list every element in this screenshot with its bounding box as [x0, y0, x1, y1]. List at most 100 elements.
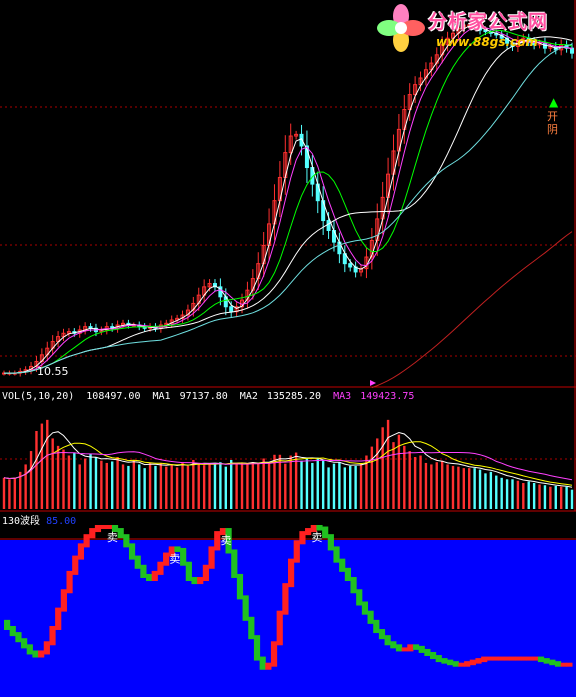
wave-segment-up — [503, 656, 511, 661]
wave-segment-up — [560, 662, 567, 667]
volume-bar — [468, 468, 471, 509]
volume-bar — [29, 451, 33, 509]
volume-bar — [127, 465, 130, 509]
candle-body — [207, 283, 212, 288]
volume-bar — [246, 464, 249, 509]
volume-bar — [392, 442, 395, 509]
ma-line-20 — [4, 36, 573, 374]
wave-segment-down — [441, 658, 448, 664]
wave-segment-down — [123, 534, 130, 548]
volume-value: 108497.00 — [86, 391, 141, 402]
volume-bar — [186, 465, 190, 509]
wave-segment-up — [270, 641, 278, 667]
volume-bar — [511, 479, 514, 509]
volume-bar — [549, 486, 552, 509]
volume-bar — [230, 459, 233, 509]
ma1-value: 97137.80 — [179, 391, 228, 402]
volume-bar — [278, 454, 282, 509]
ma3-value: 149423.75 — [360, 391, 415, 402]
wave-segment-up — [515, 656, 522, 661]
volume-bar — [316, 457, 319, 509]
volume-bar — [495, 475, 498, 509]
wave-segment-up — [407, 644, 414, 652]
candle-body — [121, 322, 126, 326]
volume-bar — [354, 465, 357, 509]
wave-segment-up — [481, 656, 488, 663]
candle-body — [407, 94, 412, 111]
price-panel — [2, 20, 574, 389]
ma-line-10 — [4, 30, 573, 374]
volume-bar — [192, 459, 195, 509]
wave-segment-down — [180, 547, 187, 566]
wave-segment-up — [492, 656, 499, 661]
volume-bar — [397, 434, 401, 509]
wave-segment-down — [435, 655, 442, 663]
ma1-label: MA1 — [152, 391, 171, 402]
volume-bar — [376, 438, 379, 509]
volume-bar — [435, 462, 438, 509]
wave-segment-down — [339, 558, 346, 572]
volume-bar — [51, 438, 54, 509]
wave-segment-up — [520, 656, 528, 661]
volume-bar — [154, 465, 157, 509]
wave-segment-up — [282, 583, 289, 615]
wave-segment-up — [208, 546, 215, 569]
candle-body — [234, 306, 239, 313]
wave-segment-down — [430, 651, 437, 660]
volume-bar — [538, 484, 541, 509]
volume-bar — [440, 460, 444, 509]
volume-bar — [473, 468, 476, 509]
wave-segment-down — [424, 648, 431, 656]
volume-bar — [213, 464, 217, 509]
wave-segment-down — [146, 573, 153, 582]
wave-segment-down — [447, 659, 454, 666]
volume-bar — [311, 462, 314, 509]
wave-segment-down — [253, 635, 261, 661]
wave-segment-down — [316, 525, 323, 531]
volume-bar — [338, 462, 341, 509]
volume-bar — [403, 445, 406, 509]
volume-bar — [559, 486, 563, 509]
ma3-label: MA3 — [333, 391, 352, 402]
wave-segment-up — [66, 570, 73, 594]
wave-segment-down — [117, 528, 124, 539]
wave-segment-down — [367, 610, 374, 624]
wave-segment-down — [390, 641, 397, 649]
wave-segment-up — [293, 540, 300, 563]
site-logo: 分析家公式网 www.88gs.com — [376, 3, 574, 53]
volume-bar — [527, 481, 530, 509]
volume-bar — [478, 469, 482, 509]
wave-segment-down — [344, 567, 351, 582]
wave-segment-up — [157, 561, 164, 575]
volume-bar — [446, 464, 449, 509]
candle-body — [369, 239, 374, 258]
wave-segment-up — [168, 546, 175, 557]
period-marker-icon — [370, 380, 376, 386]
wave-segment-up — [288, 558, 295, 588]
wave-segment-up — [83, 534, 90, 548]
volume-bar — [143, 468, 146, 509]
wave-segment-down — [361, 601, 369, 615]
wave-segment-down — [128, 543, 136, 560]
volume-bar — [165, 466, 168, 509]
ma2-value: 135285.20 — [266, 391, 322, 402]
volume-bar — [284, 463, 287, 509]
wave-segment-down — [350, 577, 357, 594]
wave-segment-up — [475, 658, 482, 664]
volume-bar — [321, 459, 325, 509]
wave-segment-up — [43, 641, 50, 655]
wave-segment-up — [89, 528, 96, 539]
volume-bar — [116, 457, 119, 509]
volume-bar — [349, 465, 352, 509]
volume-bar — [78, 464, 81, 509]
volume-bar — [294, 452, 298, 509]
wave-segment-down — [259, 656, 266, 670]
wave-segment-up — [526, 656, 533, 661]
volume-bar — [359, 462, 363, 509]
candle-body — [66, 331, 71, 334]
wave-panel: 卖卖卖卖 — [0, 525, 576, 697]
volume-bar — [327, 467, 330, 509]
logo-url: www.88gs.com — [436, 35, 538, 49]
wave-segment-down — [373, 619, 380, 634]
wave-segment-up — [202, 564, 209, 582]
